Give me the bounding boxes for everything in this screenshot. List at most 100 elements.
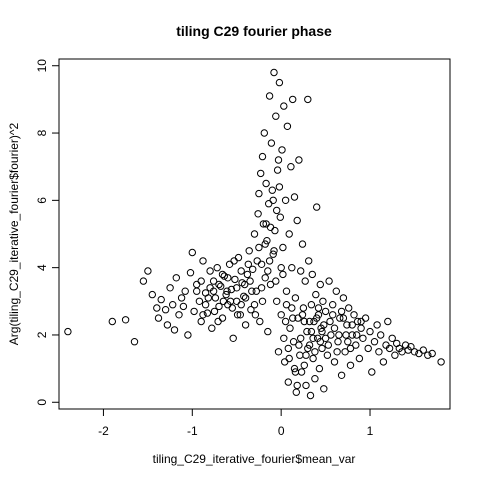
- data-point: [203, 309, 212, 317]
- data-point: [270, 247, 278, 255]
- data-point: [324, 341, 332, 349]
- data-point: [285, 230, 293, 238]
- data-point: [342, 331, 350, 339]
- data-point: [318, 344, 326, 353]
- data-point: [335, 331, 343, 339]
- data-point: [283, 122, 292, 131]
- data-point: [364, 344, 372, 353]
- data-point: [339, 294, 348, 302]
- data-point: [297, 267, 305, 275]
- data-point: [298, 240, 307, 248]
- data-point: [281, 196, 290, 205]
- data-point: [236, 311, 245, 319]
- data-point: [293, 216, 301, 225]
- y-tick-label: 2: [35, 331, 49, 338]
- data-point: [197, 317, 205, 326]
- data-point: [289, 338, 298, 346]
- data-point: [153, 304, 161, 312]
- data-point: [108, 317, 117, 326]
- data-point: [231, 275, 239, 284]
- data-point: [320, 321, 328, 329]
- data-point: [290, 193, 299, 201]
- data-point: [316, 338, 324, 346]
- data-point: [302, 351, 310, 359]
- data-point: [220, 272, 229, 280]
- data-point: [307, 327, 316, 336]
- data-point: [210, 307, 219, 316]
- y-tick-label: 0: [35, 399, 49, 406]
- x-tick-label: 0: [278, 424, 285, 438]
- data-point: [377, 331, 385, 339]
- data-point: [315, 364, 324, 373]
- data-point: [282, 287, 291, 295]
- data-point: [261, 274, 269, 282]
- data-point: [170, 326, 179, 334]
- data-point: [346, 361, 355, 369]
- data-point: [293, 381, 301, 390]
- data-point: [305, 317, 314, 326]
- data-point: [368, 368, 376, 376]
- data-point: [219, 297, 228, 305]
- data-point: [237, 267, 245, 275]
- data-point: [312, 290, 320, 299]
- data-point: [337, 307, 346, 316]
- y-axis: 0 2 4 6 8 10: [35, 59, 60, 406]
- data-point: [204, 294, 213, 302]
- data-point: [345, 304, 353, 312]
- data-point: [257, 169, 265, 178]
- data-point: [300, 361, 308, 369]
- data-point: [291, 294, 300, 302]
- data-point: [359, 334, 367, 342]
- data-point: [262, 220, 270, 228]
- data-point: [300, 317, 308, 326]
- data-point: [344, 338, 352, 346]
- data-point: [272, 277, 280, 285]
- data-point: [243, 270, 252, 279]
- data-point: [261, 240, 269, 248]
- data-point: [121, 316, 130, 324]
- data-point: [295, 341, 303, 349]
- data-point: [316, 280, 324, 289]
- data-point: [250, 230, 259, 238]
- data-point: [299, 304, 308, 312]
- data-point: [332, 287, 340, 295]
- data-point: [265, 92, 274, 100]
- data-point: [254, 210, 262, 218]
- data-point: [339, 314, 348, 322]
- y-tick-label: 8: [35, 129, 49, 136]
- data-point: [148, 290, 157, 299]
- data-point: [277, 264, 285, 272]
- data-point: [318, 327, 326, 336]
- data-point: [166, 284, 174, 292]
- data-point: [224, 274, 232, 282]
- data-point: [179, 302, 188, 311]
- x-axis-label: tiling_C29_iterative_fourier$mean_var: [153, 452, 356, 466]
- data-point: [188, 248, 197, 257]
- data-point: [292, 388, 300, 396]
- data-point: [270, 68, 278, 77]
- data-point: [201, 301, 210, 309]
- data-point: [419, 346, 427, 354]
- data-point: [259, 220, 268, 228]
- data-point: [303, 327, 311, 336]
- data-point: [388, 334, 396, 342]
- data-point: [241, 321, 250, 329]
- data-point: [209, 287, 218, 295]
- data-point: [355, 354, 364, 363]
- data-point: [336, 314, 344, 322]
- data-point: [277, 311, 285, 319]
- data-point: [264, 267, 272, 275]
- data-point: [197, 277, 205, 285]
- data-point: [375, 348, 383, 356]
- data-point: [199, 311, 207, 319]
- data-point: [190, 307, 198, 316]
- data-point: [410, 348, 419, 356]
- data-point: [272, 112, 280, 120]
- data-point: [208, 324, 216, 332]
- data-point: [357, 317, 365, 326]
- data-point: [181, 287, 189, 295]
- data-point: [240, 292, 248, 300]
- data-point: [253, 257, 261, 265]
- data-point: [373, 321, 381, 329]
